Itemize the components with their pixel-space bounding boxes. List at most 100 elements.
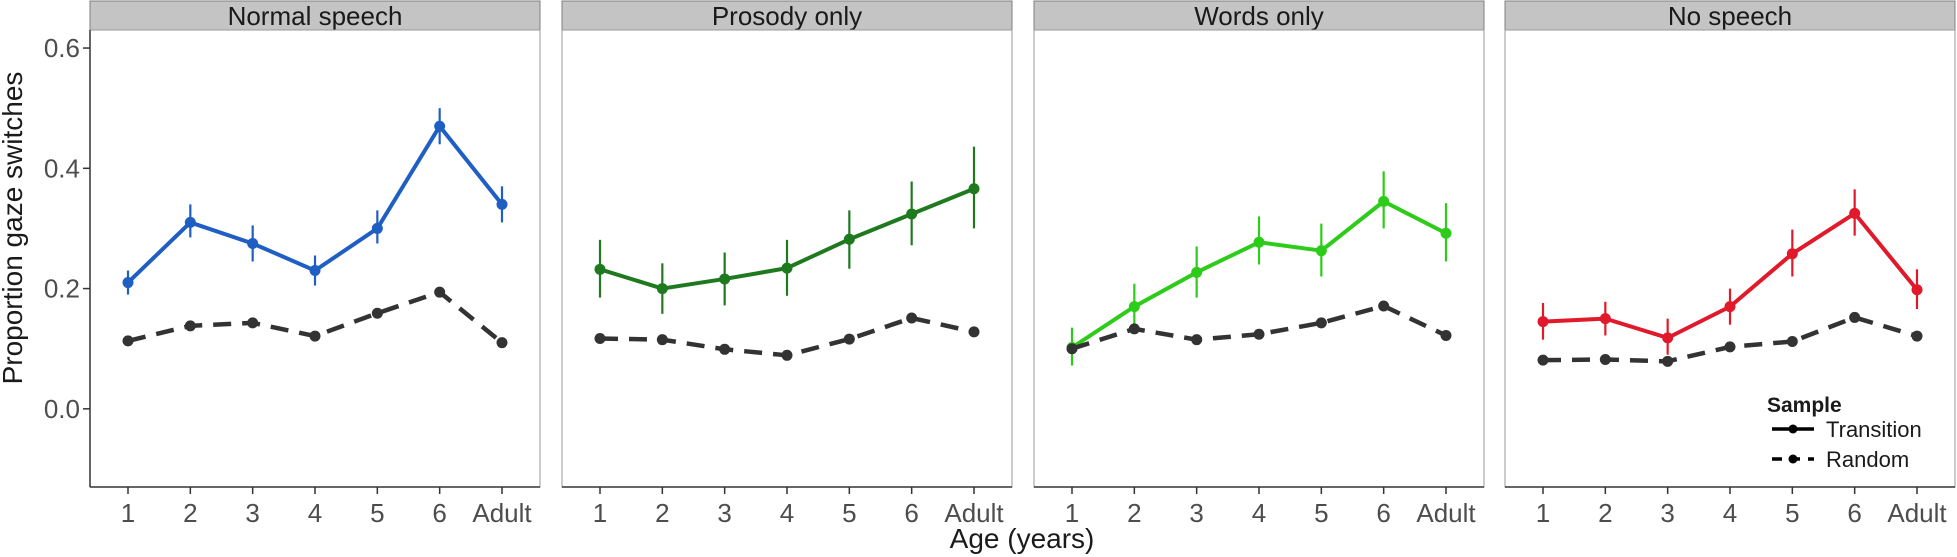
x-tick-label: 6 [904, 498, 918, 528]
panel-2: Words only 1 2 3 4 5 6 Adult [1033, 0, 1485, 528]
data-point [247, 317, 259, 329]
data-point [1849, 207, 1861, 219]
data-point [309, 265, 321, 277]
panel-1: Prosody only 1 2 3 4 5 6 Adult [561, 0, 1013, 528]
data-point [1911, 284, 1923, 296]
data-point [1066, 343, 1078, 355]
data-point [1440, 329, 1452, 341]
legend-label: Transition [1826, 417, 1922, 442]
x-tick-label: 3 [717, 498, 731, 528]
data-point [1599, 313, 1611, 325]
x-tick-label: 2 [183, 498, 197, 528]
panel-strip [89, 0, 541, 31]
x-tick-label: 4 [1252, 498, 1266, 528]
x-tick-label: 6 [432, 498, 446, 528]
data-point [122, 277, 134, 289]
x-tick-label: Adult [472, 498, 532, 528]
x-tick-label: Adult [1416, 498, 1476, 528]
data-point [1378, 195, 1390, 207]
data-point [1128, 301, 1140, 313]
data-point [496, 337, 508, 349]
x-tick-label: 6 [1376, 498, 1390, 528]
data-point [968, 183, 980, 195]
data-point [968, 326, 980, 338]
x-tick-label: 1 [593, 498, 607, 528]
data-point [184, 216, 196, 228]
panels-layer: Normal speech 1 2 3 4 5 6 Adult Prosody only 1 2 3 4… [89, 0, 1956, 528]
data-point [1253, 328, 1265, 340]
panel-title: Prosody only [712, 1, 862, 31]
x-tick-label: 3 [1189, 498, 1203, 528]
panel-strip [561, 0, 1013, 31]
data-point [247, 237, 259, 249]
data-point [434, 286, 446, 298]
x-tick-label: 5 [1785, 498, 1799, 528]
data-point [781, 349, 793, 361]
x-tick-label: Adult [1887, 498, 1947, 528]
x-tick-label: 4 [1723, 498, 1737, 528]
data-point [906, 312, 918, 324]
x-tick-label: 2 [655, 498, 669, 528]
legend-label: Random [1826, 447, 1909, 472]
x-tick-label: Adult [944, 498, 1004, 528]
x-tick-label: 6 [1847, 498, 1861, 528]
x-tick-label: 5 [842, 498, 856, 528]
panel-title: Words only [1194, 1, 1324, 31]
data-point [656, 283, 668, 295]
x-tick-label: 4 [308, 498, 322, 528]
y-tick-label: 0.0 [44, 394, 80, 424]
panel-strip [1504, 0, 1956, 31]
data-point [1724, 301, 1736, 313]
data-point [1662, 332, 1674, 344]
data-point [371, 222, 383, 234]
legend-title: Sample [1767, 394, 1842, 417]
data-point [1724, 341, 1736, 353]
panel-strip [1033, 0, 1485, 31]
data-point [1128, 323, 1140, 335]
data-point [371, 307, 383, 319]
data-point [184, 320, 196, 332]
data-point [1315, 317, 1327, 329]
data-point [1911, 330, 1923, 342]
data-point [1191, 334, 1203, 346]
y-tick-label: 0.2 [44, 274, 80, 304]
data-point [1786, 248, 1798, 260]
panel-title: Normal speech [228, 1, 403, 31]
data-point [1849, 311, 1861, 323]
data-point [781, 262, 793, 274]
data-point [1537, 316, 1549, 328]
panel-title: No speech [1668, 1, 1792, 31]
data-point [594, 332, 606, 344]
x-tick-label: 2 [1598, 498, 1612, 528]
data-point [594, 263, 606, 275]
data-point [122, 335, 134, 347]
data-point [1786, 335, 1798, 347]
x-tick-label: 3 [1660, 498, 1674, 528]
data-point [906, 208, 918, 220]
x-tick-label: 3 [245, 498, 259, 528]
data-point [1662, 355, 1674, 367]
panel-3: No speech 1 2 3 4 5 6 Adult [1504, 0, 1956, 528]
data-point [1599, 354, 1611, 366]
legend-key-point [1788, 454, 1798, 464]
data-point [1537, 354, 1549, 366]
panel-frame [1504, 29, 1956, 488]
x-tick-label: 1 [1536, 498, 1550, 528]
data-point [1315, 245, 1327, 257]
y-axis: 0.0 0.2 0.4 0.6 [44, 30, 91, 487]
data-point [719, 343, 731, 355]
panel-0: Normal speech 1 2 3 4 5 6 Adult [89, 0, 541, 528]
x-tick-label: 4 [780, 498, 794, 528]
x-tick-label: 1 [121, 498, 135, 528]
data-point [843, 233, 855, 245]
data-point [1440, 227, 1452, 239]
data-point [719, 273, 731, 285]
data-point [434, 120, 446, 132]
y-tick-label: 0.4 [44, 153, 80, 183]
data-point [1253, 236, 1265, 248]
y-axis-title: Proportion gaze switches [0, 72, 28, 385]
x-tick-label: 2 [1127, 498, 1141, 528]
data-point [309, 330, 321, 342]
data-point [496, 198, 508, 210]
